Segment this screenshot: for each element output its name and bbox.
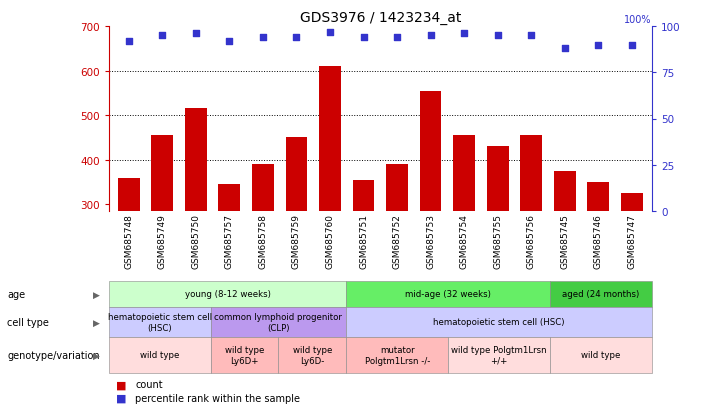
Text: GSM685755: GSM685755 bbox=[494, 214, 502, 268]
Text: GSM685758: GSM685758 bbox=[259, 214, 267, 268]
Bar bbox=[587, 183, 609, 338]
Text: GSM685751: GSM685751 bbox=[359, 214, 368, 268]
Point bbox=[157, 33, 168, 40]
Text: cell type: cell type bbox=[7, 317, 49, 327]
Text: wild type: wild type bbox=[140, 351, 179, 360]
Text: ■: ■ bbox=[116, 379, 126, 389]
Bar bbox=[219, 185, 240, 338]
Bar bbox=[520, 136, 542, 338]
Text: 100%: 100% bbox=[625, 15, 652, 25]
Text: GSM685753: GSM685753 bbox=[426, 214, 435, 268]
Text: ■: ■ bbox=[116, 393, 126, 403]
Text: age: age bbox=[7, 289, 25, 299]
Text: GSM685752: GSM685752 bbox=[393, 214, 402, 268]
Text: percentile rank within the sample: percentile rank within the sample bbox=[135, 393, 300, 403]
Text: wild type
Ly6D-: wild type Ly6D- bbox=[293, 345, 332, 365]
Text: GSM685754: GSM685754 bbox=[460, 214, 469, 268]
Text: genotype/variation: genotype/variation bbox=[7, 350, 100, 360]
Text: wild type: wild type bbox=[581, 351, 620, 360]
Point bbox=[257, 35, 268, 41]
Bar bbox=[118, 178, 139, 338]
Point bbox=[391, 35, 402, 41]
Point bbox=[358, 35, 369, 41]
Point bbox=[526, 33, 537, 40]
Text: GSM685747: GSM685747 bbox=[627, 214, 637, 268]
Point bbox=[559, 46, 571, 52]
Text: ▶: ▶ bbox=[93, 318, 100, 327]
Bar bbox=[285, 138, 307, 338]
Text: GSM685759: GSM685759 bbox=[292, 214, 301, 268]
Text: hematopoietic stem cell
(HSC): hematopoietic stem cell (HSC) bbox=[107, 313, 212, 332]
Text: mutator
Polgtm1Lrsn -/-: mutator Polgtm1Lrsn -/- bbox=[365, 345, 430, 365]
Point bbox=[224, 38, 235, 45]
Text: wild type Polgtm1Lrsn
+/+: wild type Polgtm1Lrsn +/+ bbox=[451, 345, 547, 365]
Text: GSM685748: GSM685748 bbox=[124, 214, 133, 268]
Bar bbox=[454, 136, 475, 338]
Bar bbox=[486, 147, 508, 338]
Point bbox=[626, 42, 637, 49]
Text: young (8-12 weeks): young (8-12 weeks) bbox=[184, 290, 271, 299]
Point bbox=[190, 31, 201, 38]
Bar bbox=[386, 165, 408, 338]
Bar bbox=[185, 109, 207, 338]
Text: count: count bbox=[135, 379, 163, 389]
Bar bbox=[319, 67, 341, 338]
Title: GDS3976 / 1423234_at: GDS3976 / 1423234_at bbox=[299, 11, 461, 24]
Point bbox=[123, 38, 135, 45]
Bar bbox=[252, 165, 274, 338]
Point bbox=[291, 35, 302, 41]
Text: aged (24 months): aged (24 months) bbox=[562, 290, 639, 299]
Text: GSM685750: GSM685750 bbox=[191, 214, 200, 268]
Point bbox=[425, 33, 436, 40]
Text: GSM685746: GSM685746 bbox=[594, 214, 603, 268]
Text: GSM685757: GSM685757 bbox=[225, 214, 234, 268]
Text: GSM685756: GSM685756 bbox=[526, 214, 536, 268]
Bar bbox=[420, 91, 442, 338]
Text: GSM685760: GSM685760 bbox=[325, 214, 334, 268]
Bar bbox=[554, 171, 576, 338]
Text: hematopoietic stem cell (HSC): hematopoietic stem cell (HSC) bbox=[433, 318, 565, 327]
Bar bbox=[353, 180, 374, 338]
Text: common lymphoid progenitor
(CLP): common lymphoid progenitor (CLP) bbox=[215, 313, 342, 332]
Point bbox=[592, 42, 604, 49]
Text: wild type
Ly6D+: wild type Ly6D+ bbox=[225, 345, 264, 365]
Text: GSM685745: GSM685745 bbox=[560, 214, 569, 268]
Point bbox=[325, 29, 336, 36]
Text: ▶: ▶ bbox=[93, 290, 100, 299]
Point bbox=[458, 31, 470, 38]
Bar bbox=[621, 194, 643, 338]
Text: mid-age (32 weeks): mid-age (32 weeks) bbox=[405, 290, 491, 299]
Text: ▶: ▶ bbox=[93, 351, 100, 360]
Text: GSM685749: GSM685749 bbox=[158, 214, 167, 268]
Bar bbox=[151, 136, 173, 338]
Point bbox=[492, 33, 503, 40]
